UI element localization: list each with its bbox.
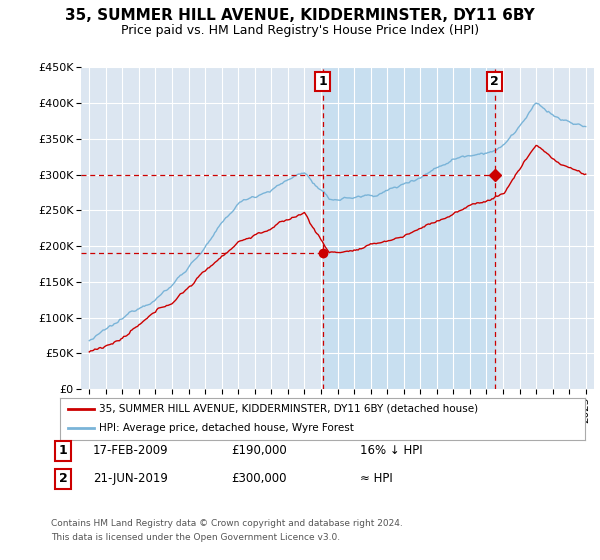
Text: 16% ↓ HPI: 16% ↓ HPI <box>360 444 422 458</box>
Text: ≈ HPI: ≈ HPI <box>360 472 393 486</box>
Text: This data is licensed under the Open Government Licence v3.0.: This data is licensed under the Open Gov… <box>51 533 340 542</box>
Text: 1: 1 <box>59 444 67 458</box>
Text: Contains HM Land Registry data © Crown copyright and database right 2024.: Contains HM Land Registry data © Crown c… <box>51 519 403 528</box>
Text: HPI: Average price, detached house, Wyre Forest: HPI: Average price, detached house, Wyre… <box>100 423 354 433</box>
Text: 2: 2 <box>490 75 499 88</box>
Text: £300,000: £300,000 <box>231 472 287 486</box>
Text: 21-JUN-2019: 21-JUN-2019 <box>93 472 168 486</box>
Text: Price paid vs. HM Land Registry's House Price Index (HPI): Price paid vs. HM Land Registry's House … <box>121 24 479 36</box>
Text: 17-FEB-2009: 17-FEB-2009 <box>93 444 169 458</box>
Text: 35, SUMMER HILL AVENUE, KIDDERMINSTER, DY11 6BY: 35, SUMMER HILL AVENUE, KIDDERMINSTER, D… <box>65 8 535 24</box>
Text: 35, SUMMER HILL AVENUE, KIDDERMINSTER, DY11 6BY (detached house): 35, SUMMER HILL AVENUE, KIDDERMINSTER, D… <box>100 404 479 414</box>
Bar <box>323 67 495 389</box>
Text: £190,000: £190,000 <box>231 444 287 458</box>
Text: 1: 1 <box>319 75 328 88</box>
Text: 2: 2 <box>59 472 67 486</box>
